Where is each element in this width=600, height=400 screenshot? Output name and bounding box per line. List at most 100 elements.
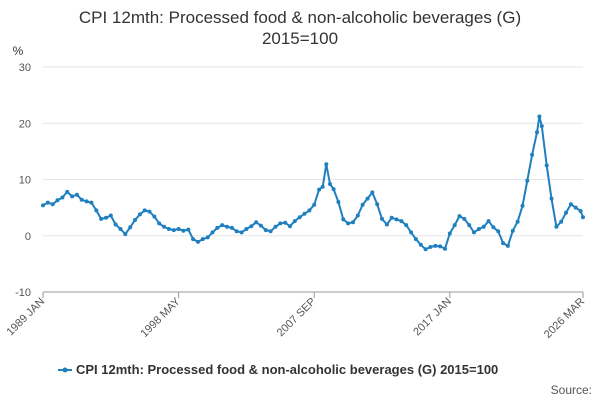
legend-label[interactable]: CPI 12mth: Processed food & non-alcoholi… [76,362,498,377]
data-point[interactable] [365,196,370,201]
data-point[interactable] [476,227,481,231]
data-point[interactable] [457,214,462,219]
data-point[interactable] [535,130,539,135]
data-point[interactable] [41,203,45,208]
data-point[interactable] [554,224,559,229]
data-point[interactable] [443,246,447,251]
data-point[interactable] [263,228,268,233]
data-point[interactable] [341,217,346,222]
data-point[interactable] [186,227,191,232]
data-point[interactable] [360,202,365,207]
data-point[interactable] [171,228,176,233]
data-point[interactable] [288,224,292,229]
data-point[interactable] [549,196,554,201]
data-point[interactable] [166,227,171,231]
data-point[interactable] [307,208,312,213]
data-point[interactable] [128,225,133,230]
data-point[interactable] [447,231,452,236]
data-point[interactable] [302,211,307,216]
data-point[interactable] [113,222,118,227]
data-point[interactable] [229,225,234,230]
data-point[interactable] [89,200,94,205]
data-point[interactable] [428,245,433,249]
data-point[interactable] [433,243,438,248]
data-point[interactable] [65,189,70,194]
data-point[interactable] [215,225,220,230]
data-point[interactable] [394,217,399,222]
data-point[interactable] [346,221,351,226]
data-point[interactable] [370,190,375,195]
data-point[interactable] [573,205,578,210]
data-point[interactable] [328,182,332,186]
data-point[interactable] [530,152,535,157]
data-point[interactable] [254,220,259,225]
data-point[interactable] [438,244,443,249]
data-point[interactable] [312,202,317,207]
data-point[interactable] [409,230,414,235]
data-point[interactable] [505,243,510,248]
data-point[interactable] [249,224,254,229]
data-point[interactable] [108,213,113,218]
data-point[interactable] [297,215,302,220]
data-point[interactable] [137,212,142,217]
data-point[interactable] [564,210,568,215]
data-point[interactable] [389,215,394,220]
data-point[interactable] [196,239,200,244]
data-point[interactable] [123,232,128,237]
data-point[interactable] [537,114,542,119]
data-point[interactable] [70,194,75,199]
data-point[interactable] [578,209,583,213]
data-point[interactable] [162,224,167,229]
data-point[interactable] [176,227,181,231]
data-point[interactable] [467,223,472,228]
data-point[interactable] [496,229,501,234]
data-point[interactable] [273,224,278,229]
data-point[interactable] [539,124,544,129]
data-point[interactable] [133,218,137,222]
data-point[interactable] [581,215,585,220]
data-point[interactable] [244,227,249,231]
data-point[interactable] [50,202,55,207]
data-point[interactable] [268,229,273,234]
data-point[interactable] [355,213,360,218]
data-point[interactable] [94,208,99,213]
data-point[interactable] [501,241,506,246]
data-point[interactable] [568,202,573,207]
data-point[interactable] [399,219,404,224]
data-point[interactable] [60,195,65,200]
data-point[interactable] [380,216,384,221]
data-point[interactable] [258,223,263,228]
data-point[interactable] [486,219,491,224]
data-point[interactable] [515,219,520,224]
data-point[interactable] [55,198,60,203]
data-point[interactable] [152,214,157,219]
data-point[interactable] [99,216,104,221]
data-point[interactable] [205,235,210,240]
data-point[interactable] [472,230,476,235]
data-point[interactable] [336,200,341,204]
data-point[interactable] [491,225,496,230]
data-point[interactable] [413,237,418,242]
data-point[interactable] [104,215,108,220]
legend[interactable]: CPI 12mth: Processed food & non-alcoholi… [58,362,498,377]
data-point[interactable] [481,224,486,229]
data-point[interactable] [292,219,297,224]
data-point[interactable] [351,220,355,225]
data-point[interactable] [181,228,186,233]
data-point[interactable] [384,222,389,227]
data-point[interactable] [525,178,530,183]
data-point[interactable] [200,237,205,242]
data-point[interactable] [423,247,428,252]
data-point[interactable] [520,203,525,208]
data-point[interactable] [559,219,564,224]
data-point[interactable] [210,230,215,235]
data-point[interactable] [147,209,152,214]
data-point[interactable] [320,184,325,189]
data-point[interactable] [331,187,336,192]
data-point[interactable] [142,208,147,213]
data-point[interactable] [462,216,467,221]
data-point[interactable] [84,199,89,204]
data-point[interactable] [74,192,79,197]
data-point[interactable] [234,229,239,234]
data-point[interactable] [45,200,50,205]
